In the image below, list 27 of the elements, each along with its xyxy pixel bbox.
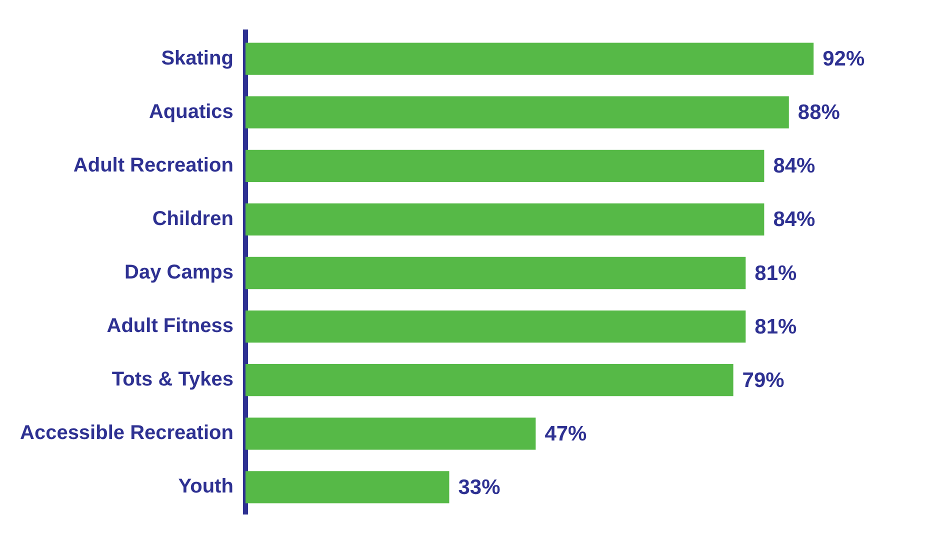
data-label: 81% bbox=[754, 262, 798, 285]
data-label: 88% bbox=[798, 101, 840, 124]
bar bbox=[245, 418, 536, 450]
bar bbox=[245, 42, 814, 75]
bar bbox=[245, 96, 789, 128]
bar bbox=[245, 364, 734, 396]
data-label: 81% bbox=[754, 315, 798, 338]
y-tick-label: Adult Recreation bbox=[73, 154, 234, 176]
data-label: 84% bbox=[773, 208, 816, 232]
y-tick-label: Adult Fitness bbox=[106, 315, 234, 338]
data-label: 79% bbox=[742, 368, 785, 392]
bar bbox=[245, 203, 764, 236]
bar bbox=[245, 471, 450, 504]
y-tick-label: Day Camps bbox=[124, 262, 234, 284]
bar bbox=[245, 256, 746, 290]
y-tick-label: Aquatics bbox=[148, 100, 234, 123]
y-tick-label: Tots & Tykes bbox=[112, 368, 234, 391]
data-label: 33% bbox=[458, 476, 501, 500]
y-tick-label: Children bbox=[152, 208, 234, 230]
data-label: 92% bbox=[822, 48, 865, 71]
y-tick-label: Accessible Recreation bbox=[20, 422, 234, 444]
data-label: 84% bbox=[773, 154, 816, 178]
bar bbox=[245, 310, 746, 343]
y-tick-label: Skating bbox=[161, 47, 234, 70]
data-label: 47% bbox=[544, 422, 588, 446]
bar bbox=[245, 150, 764, 182]
y-tick-label: Youth bbox=[178, 476, 234, 498]
